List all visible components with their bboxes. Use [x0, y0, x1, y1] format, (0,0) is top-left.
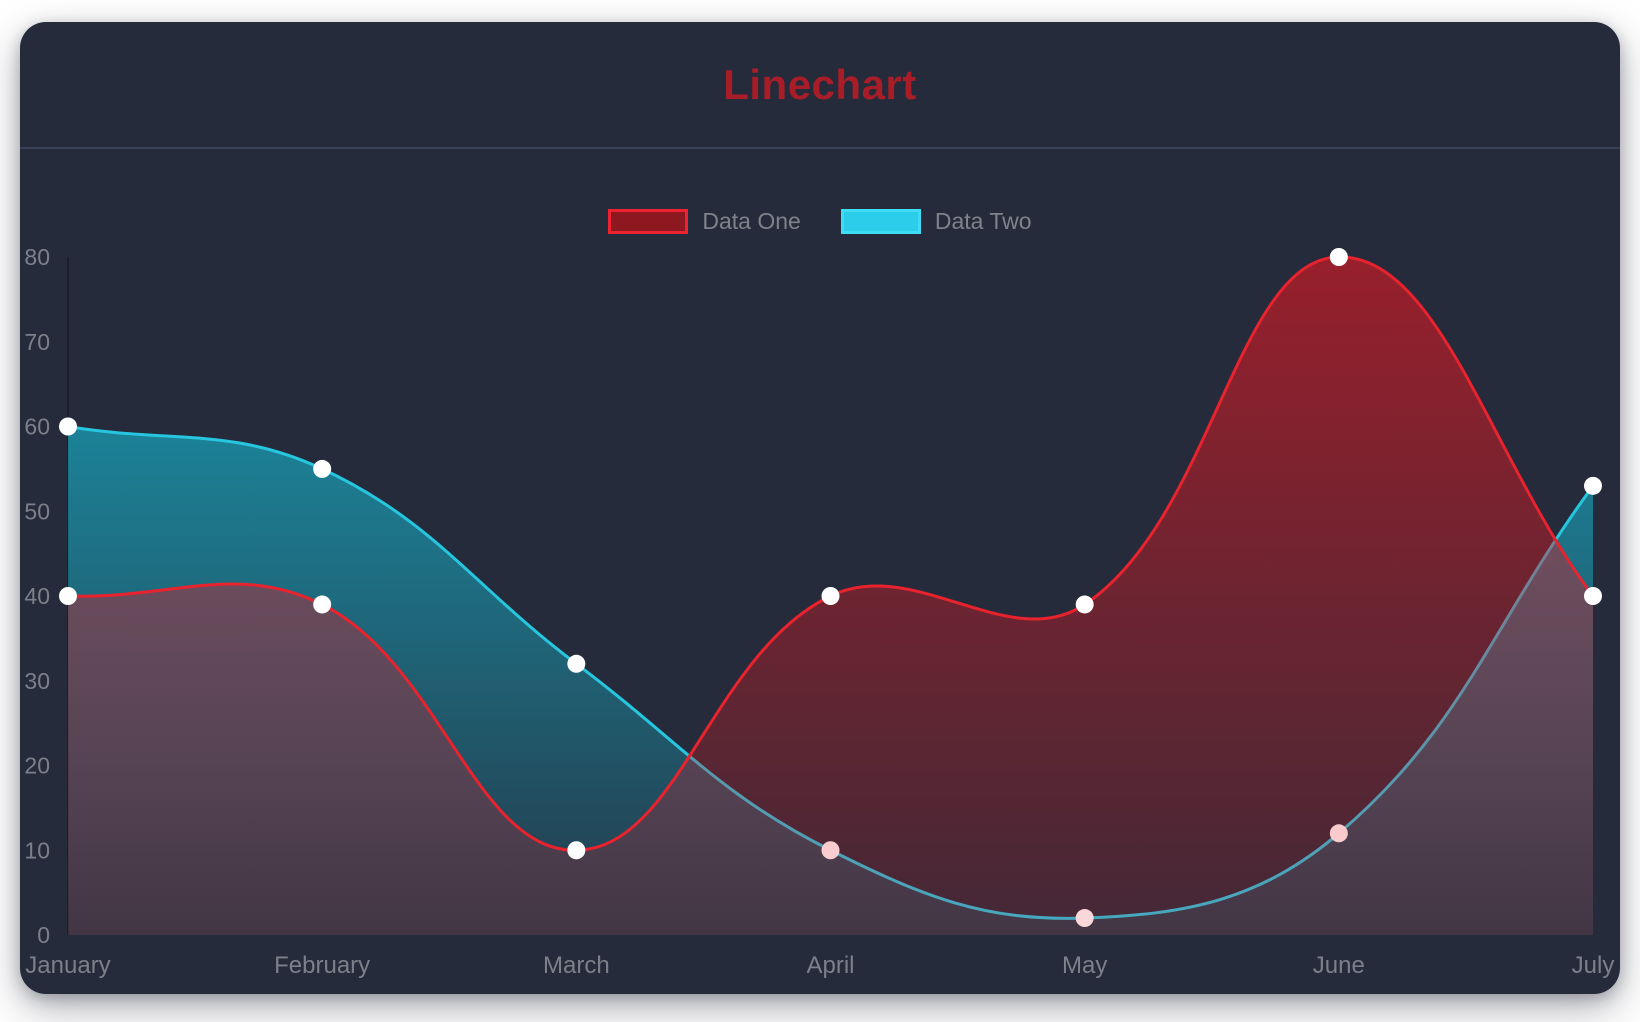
data-point-data-one[interactable]: [1584, 587, 1602, 605]
x-tick-label: July: [1572, 952, 1615, 979]
data-point-data-one[interactable]: [1075, 595, 1094, 614]
x-tick-label: February: [274, 952, 370, 979]
legend-swatch-data-two-icon: [840, 209, 921, 234]
y-tick-label: 10: [24, 837, 50, 863]
legend-item-data-two[interactable]: Data Two: [840, 208, 1032, 235]
line-data-one: [67, 255, 1595, 852]
legend-label-data-two: Data Two: [934, 208, 1032, 234]
data-point-data-two[interactable]: [567, 654, 586, 673]
y-tick-label: 70: [24, 329, 50, 355]
legend-label-data-one: Data One: [702, 208, 801, 234]
data-point-data-one[interactable]: [821, 587, 840, 605]
y-tick-label: 40: [24, 583, 50, 609]
chart-title: Linechart: [723, 60, 917, 108]
x-tick-label: June: [1313, 952, 1365, 979]
x-tick-label: April: [806, 952, 854, 979]
data-point-data-one[interactable]: [313, 595, 332, 614]
x-tick-label: January: [25, 952, 110, 979]
y-tick-label: 80: [24, 244, 50, 270]
y-tick-label: 0: [37, 922, 50, 948]
data-point-data-two[interactable]: [1584, 476, 1602, 495]
y-tick-label: 20: [24, 753, 50, 779]
data-point-data-one[interactable]: [59, 587, 77, 605]
data-point-data-one[interactable]: [1329, 248, 1348, 266]
y-tick-label: 30: [24, 668, 50, 694]
x-tick-label: May: [1062, 952, 1107, 979]
legend-swatch-data-one-icon: [608, 209, 689, 234]
data-point-data-two[interactable]: [313, 459, 332, 478]
chart-legend: Data One Data Two: [20, 208, 1620, 235]
legend-item-data-one[interactable]: Data One: [608, 208, 801, 235]
chart-card: Linechart Data One Data Two 0 10 20 30 40 50 6…: [20, 22, 1620, 994]
y-tick-label: 50: [24, 498, 50, 524]
line-chart-canvas[interactable]: 0 10 20 30 40 50 60 70 80 January February March Apr…: [20, 22, 1620, 994]
x-tick-label: March: [543, 952, 610, 979]
data-point-data-one[interactable]: [567, 841, 586, 860]
y-tick-label: 60: [24, 414, 50, 440]
area-fill-data-one: [68, 256, 1593, 935]
data-point-data-two[interactable]: [59, 417, 77, 436]
chart-header: Linechart: [20, 22, 1620, 149]
